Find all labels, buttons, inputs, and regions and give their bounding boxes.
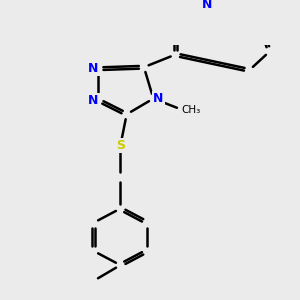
Text: N: N [202,0,212,11]
Text: S: S [116,139,125,152]
Text: N: N [88,62,98,75]
Text: N: N [153,92,164,105]
Text: N: N [88,94,98,107]
Text: CH₃: CH₃ [182,105,201,115]
